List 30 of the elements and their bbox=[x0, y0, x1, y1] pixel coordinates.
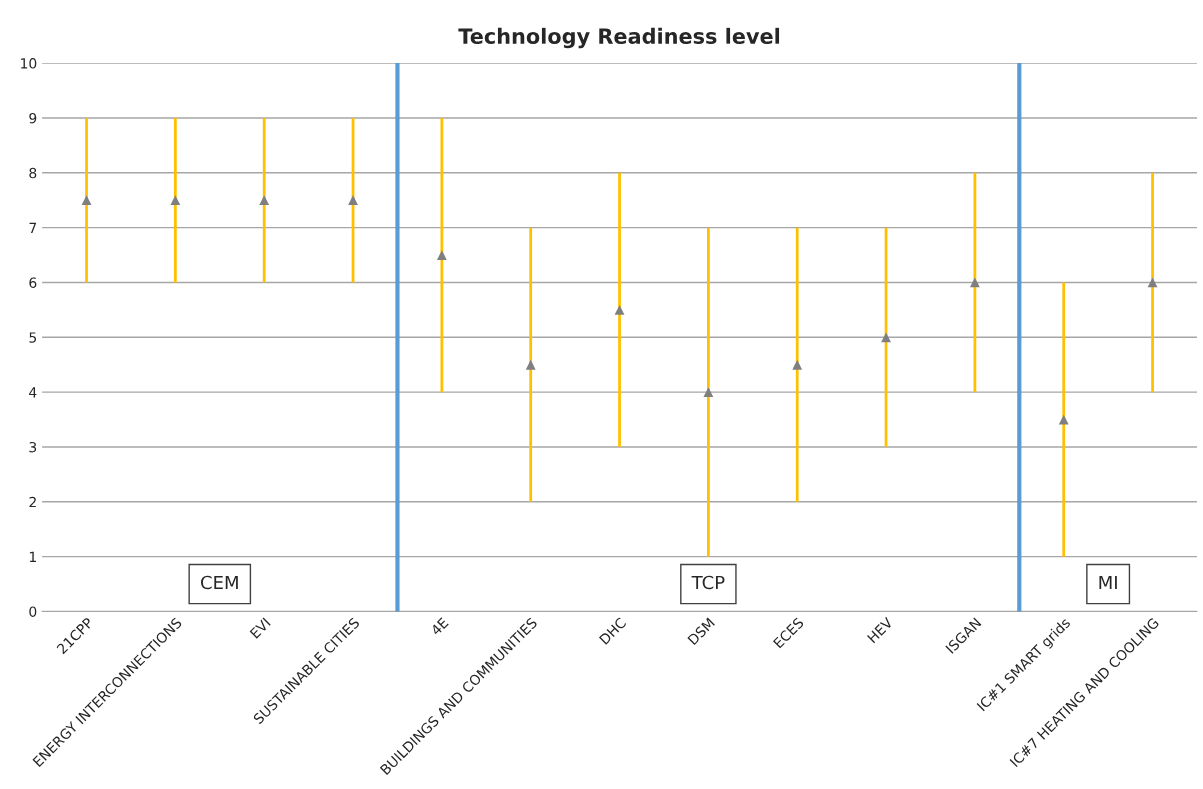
y-tick-label: 0 bbox=[29, 606, 37, 617]
point bbox=[614, 304, 625, 315]
y-tick-label: 2 bbox=[29, 496, 36, 508]
point bbox=[969, 277, 980, 288]
point bbox=[170, 195, 181, 206]
point bbox=[881, 332, 891, 343]
y-tick-label: 7 bbox=[29, 222, 37, 233]
y-tick-label: 8 bbox=[29, 167, 37, 179]
y-tick-label: 1 bbox=[29, 551, 36, 562]
point bbox=[525, 359, 536, 370]
x-tick-label: 4E bbox=[430, 617, 449, 636]
point bbox=[436, 250, 447, 260]
annotation: MI bbox=[1099, 575, 1117, 590]
y-tick-label: 3 bbox=[29, 441, 37, 453]
chart-title: Technology Readiness level bbox=[458, 27, 780, 49]
point bbox=[1147, 277, 1158, 288]
y-tick-label: 6 bbox=[29, 277, 37, 288]
point bbox=[1058, 414, 1069, 425]
y-tick-label: 9 bbox=[29, 112, 37, 124]
point bbox=[703, 387, 714, 398]
x-tick-label: EVI bbox=[249, 617, 271, 639]
y-tick-label: 4 bbox=[29, 387, 37, 398]
point bbox=[259, 195, 270, 206]
annotation: TCP bbox=[691, 575, 725, 590]
point bbox=[81, 195, 92, 206]
point bbox=[792, 359, 803, 370]
annotation: CEM bbox=[200, 575, 238, 590]
y-tick-label: 10 bbox=[21, 58, 37, 69]
y-tick-label: 5 bbox=[29, 332, 37, 343]
point bbox=[348, 195, 358, 206]
